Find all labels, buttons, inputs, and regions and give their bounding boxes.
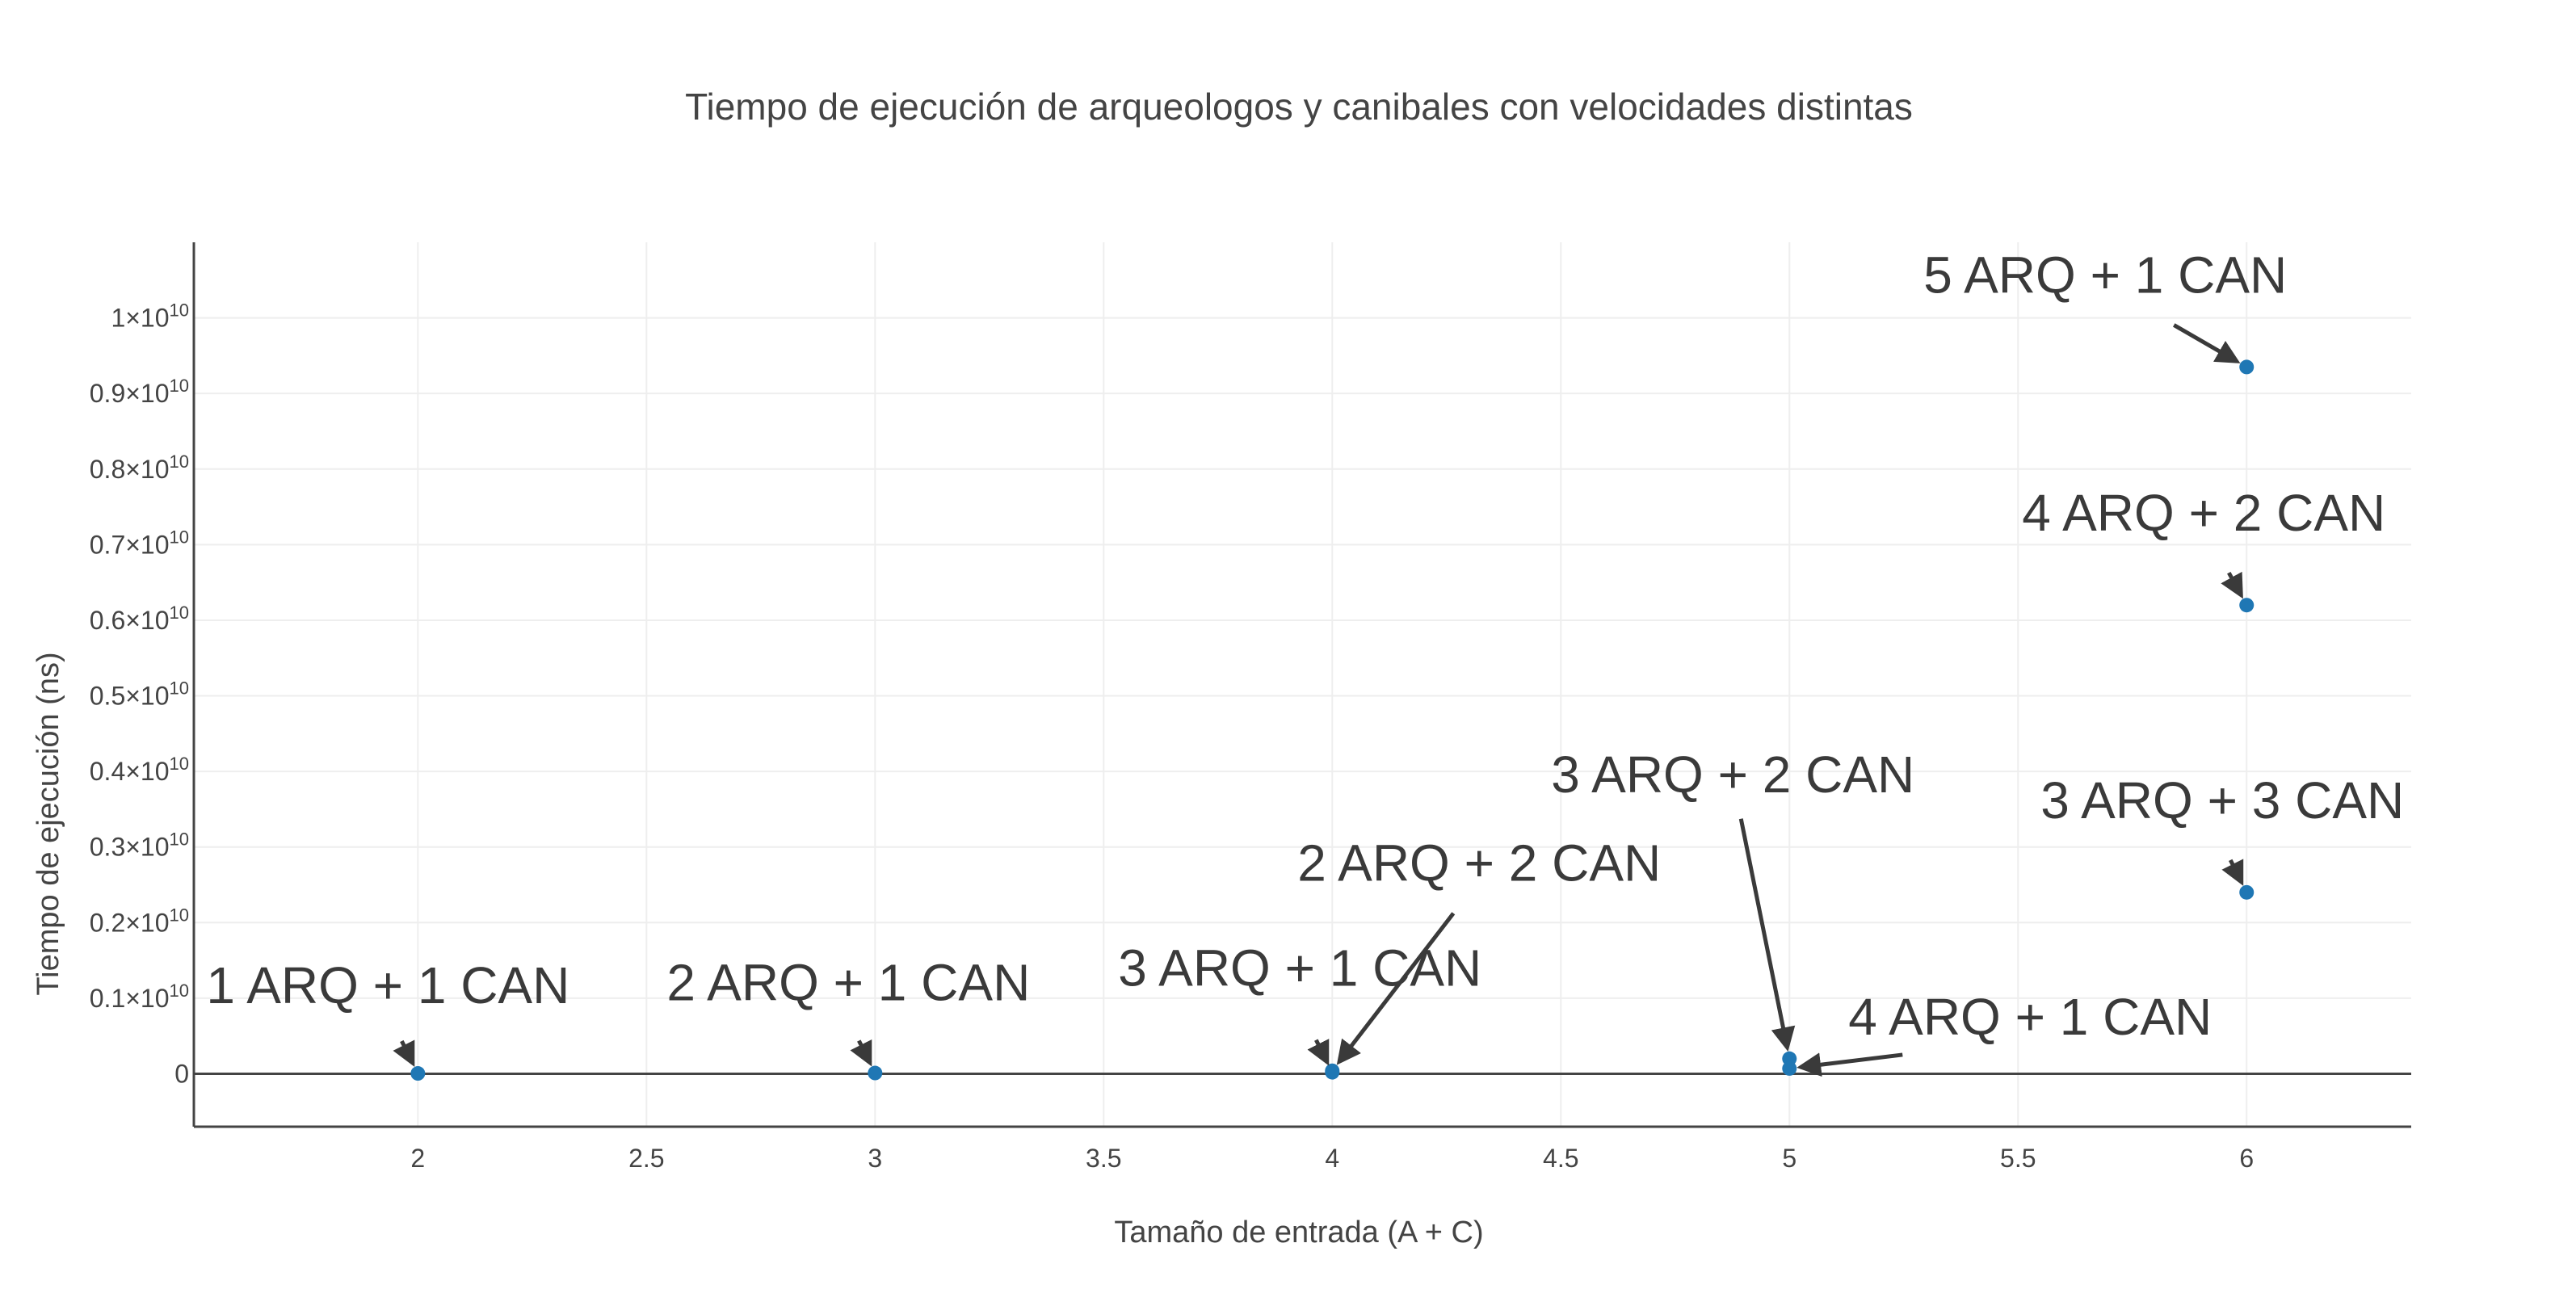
x-tick-label: 3.5: [1086, 1144, 1121, 1173]
data-point: [1325, 1063, 1340, 1078]
annotation-arrow: [1336, 912, 1456, 1065]
x-tick-label: 4: [1325, 1144, 1339, 1173]
data-point: [868, 1065, 883, 1081]
annotation-label: 4 ARQ + 1 CAN: [1848, 988, 2212, 1046]
annotation-label: 1 ARQ + 1 CAN: [206, 956, 569, 1014]
data-point: [2239, 884, 2255, 900]
x-tick-label: 3: [868, 1144, 882, 1173]
data-point: [2239, 359, 2255, 375]
data-points: [410, 359, 2255, 1081]
y-axis-title: Tiempo de ejecución (ns): [32, 652, 65, 995]
annotation-label: 3 ARQ + 2 CAN: [1551, 745, 1914, 804]
data-point: [2239, 598, 2255, 613]
annotation-arrow: [2221, 571, 2243, 599]
annotation-arrow: [1307, 1039, 1330, 1066]
x-tick-label: 5: [1782, 1144, 1796, 1173]
annotation-label: 2 ARQ + 2 CAN: [1297, 834, 1661, 892]
annotation-label: 5 ARQ + 1 CAN: [1923, 246, 2287, 304]
y-tick-label: 0: [174, 1059, 189, 1088]
annotation-label: 2 ARQ + 1 CAN: [666, 954, 1030, 1012]
annotation-label: 3 ARQ + 3 CAN: [2040, 771, 2404, 829]
annotation-label: 3 ARQ + 1 CAN: [1118, 939, 1481, 997]
chart-title: Tiempo de ejecución de arqueologos y can…: [685, 86, 1913, 128]
x-tick-label: 5.5: [2000, 1144, 2036, 1173]
x-tick-label: 4.5: [1543, 1144, 1578, 1173]
grid: [194, 242, 2411, 1127]
x-tick-label: 6: [2239, 1144, 2254, 1173]
x-tick-label: 2: [410, 1144, 425, 1173]
annotation-arrow: [393, 1039, 415, 1067]
data-point: [1782, 1060, 1797, 1076]
annotation-arrow: [1738, 818, 1796, 1052]
annotation-arrow: [2172, 323, 2241, 363]
y-tick-label: 0.5×1010: [90, 678, 189, 711]
y-tick-label: 1×1010: [111, 300, 189, 333]
y-tick-label: 0.1×1010: [90, 981, 189, 1013]
y-tick-label: 0.9×1010: [90, 376, 189, 408]
data-point: [410, 1066, 426, 1081]
annotation-label: 4 ARQ + 2 CAN: [2022, 484, 2385, 542]
y-tick-label: 0.7×1010: [90, 527, 189, 559]
y-tick-label: 0.2×1010: [90, 905, 189, 937]
y-tick-label: 0.8×1010: [90, 451, 189, 484]
annotation-arrow: [850, 1039, 872, 1067]
annotation-arrow: [1796, 1052, 1903, 1077]
x-axis-title: Tamaño de entrada (A + C): [1114, 1216, 1483, 1249]
annotations: 1 ARQ + 1 CAN 2 ARQ + 1 CAN 3 ARQ + 1 CAN 2…: [206, 246, 2404, 1077]
y-tick-label: 0.3×1010: [90, 829, 189, 862]
x-tick-label: 2.5: [628, 1144, 664, 1173]
y-tick-label: 0.6×1010: [90, 603, 189, 635]
annotation-arrow: [2221, 859, 2244, 886]
y-tick-label: 0.4×1010: [90, 754, 189, 786]
